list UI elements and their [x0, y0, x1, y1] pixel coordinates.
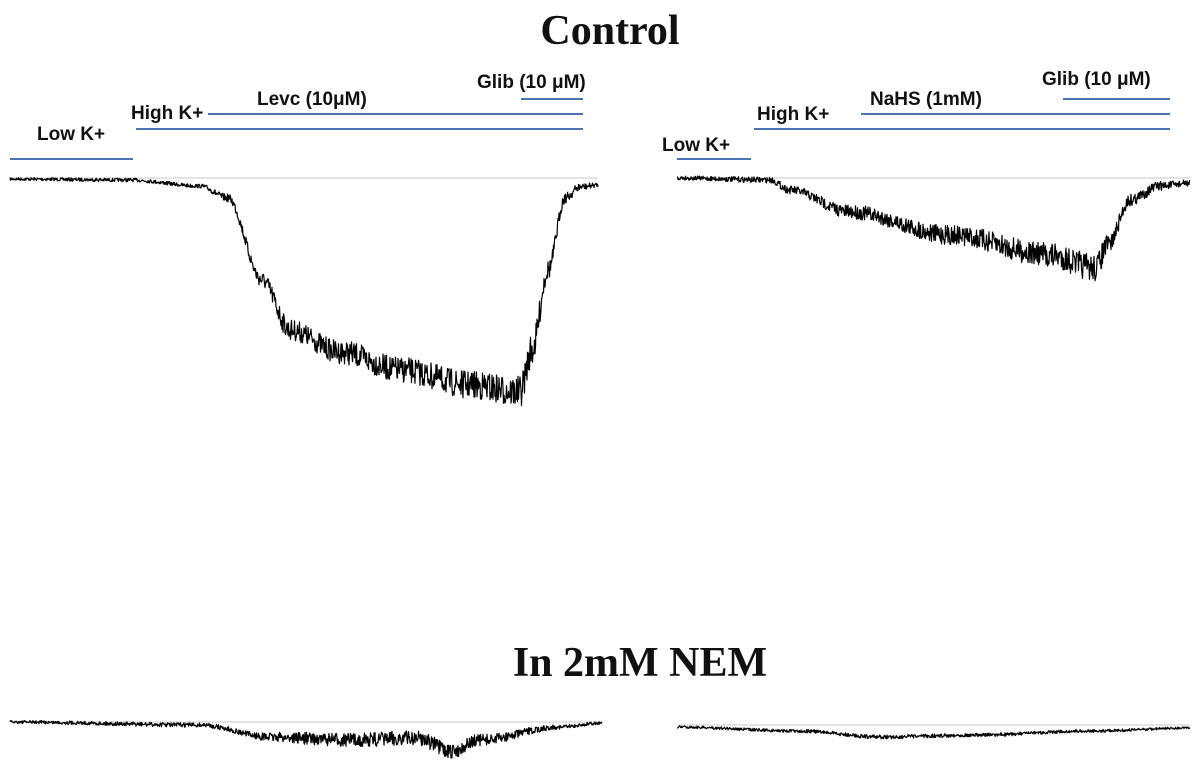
current-trace-nem-levc	[9, 720, 603, 759]
current-trace-nahs	[676, 175, 1191, 282]
levc-label: Levc (10μM)	[257, 89, 367, 110]
glib-label: Glib (10 μM)	[477, 72, 586, 93]
high-k-label: High K+	[757, 104, 829, 125]
control-title: Control	[540, 8, 679, 54]
panel-control-nahs: Low K+ High K+ NaHS (1mM) Glib (10 μM)	[662, 69, 1191, 282]
glib-label: Glib (10 μM)	[1042, 69, 1151, 90]
current-trace-nem-nahs	[676, 725, 1191, 740]
current-trace-levc	[9, 177, 599, 407]
panel-nem-levc	[9, 720, 603, 759]
panel-control-levc: Low K+ High K+ Levc (10μM) Glib (10 μM)	[9, 72, 599, 407]
high-k-label: High K+	[131, 103, 203, 124]
nem-title: In 2mM NEM	[513, 640, 767, 686]
low-k-label: Low K+	[37, 124, 105, 145]
panel-nem-nahs	[676, 724, 1191, 740]
low-k-label: Low K+	[662, 135, 730, 156]
nahs-label: NaHS (1mM)	[870, 89, 982, 110]
